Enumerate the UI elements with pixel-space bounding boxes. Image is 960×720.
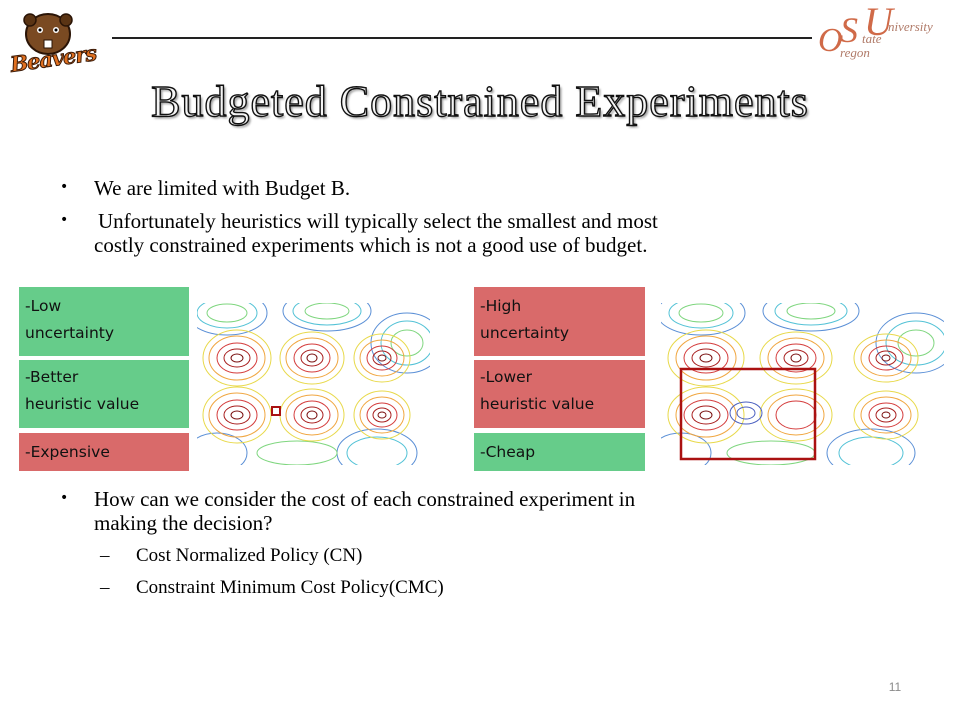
label-expensive: -Expensive bbox=[19, 433, 189, 471]
label-low-uncertainty: -Low uncertainty bbox=[19, 287, 189, 356]
label-line: heuristic value bbox=[25, 395, 140, 413]
beavers-logo: Beavers bbox=[8, 10, 100, 78]
osu-logo-state: tate bbox=[862, 31, 882, 46]
osu-logo-university: niversity bbox=[888, 19, 933, 34]
bullet-text: We are limited with Budget B. bbox=[94, 176, 351, 200]
bullet-text: How can we consider the cost of each con… bbox=[94, 487, 636, 511]
bullet-text-continued: making the decision? bbox=[94, 511, 273, 535]
label-line: heuristic value bbox=[480, 395, 595, 413]
label-line: uncertainty bbox=[480, 324, 570, 342]
header-rule bbox=[112, 37, 812, 39]
sub-bullet-dash: – bbox=[100, 545, 110, 566]
bullet-text-continued: costly constrained experiments which is … bbox=[94, 233, 648, 257]
bullet-text: Unfortunately heuristics will typically … bbox=[98, 209, 658, 233]
contour-plot-right bbox=[661, 303, 944, 465]
label-cheap: -Cheap bbox=[474, 433, 645, 471]
large-selection-box bbox=[679, 367, 817, 461]
label-line: -High bbox=[480, 297, 522, 315]
osu-logo: O S U niversity tate regon bbox=[818, 2, 954, 64]
sub-bullet-text: Cost Normalized Policy (CN) bbox=[136, 545, 363, 566]
bullet-dot: • bbox=[60, 179, 69, 195]
small-selection-box bbox=[271, 406, 281, 416]
slide-title: Budgeted Constrained Experiments bbox=[150, 76, 809, 126]
label-line: -Low bbox=[25, 297, 62, 315]
beaver-head-icon bbox=[23, 13, 73, 55]
contour-plot-left bbox=[197, 303, 430, 465]
bullet-dot: • bbox=[60, 212, 69, 228]
page-number: 11 bbox=[888, 680, 902, 694]
osu-logo-s: S bbox=[840, 10, 858, 50]
label-high-uncertainty: -High uncertainty bbox=[474, 287, 645, 356]
osu-logo-o: O bbox=[818, 22, 843, 59]
sub-bullet-dash: – bbox=[100, 577, 110, 598]
bullet-dot: • bbox=[60, 490, 69, 506]
label-line: -Lower bbox=[480, 368, 533, 386]
osu-logo-u: U bbox=[864, 0, 893, 44]
label-line: -Better bbox=[25, 368, 79, 386]
label-line: uncertainty bbox=[25, 324, 115, 342]
osu-logo-oregon: regon bbox=[840, 45, 870, 60]
label-lower-heuristic: -Lower heuristic value bbox=[474, 360, 645, 428]
label-better-heuristic: -Better heuristic value bbox=[19, 360, 189, 428]
sub-bullet-text: Constraint Minimum Cost Policy(CMC) bbox=[136, 577, 444, 598]
